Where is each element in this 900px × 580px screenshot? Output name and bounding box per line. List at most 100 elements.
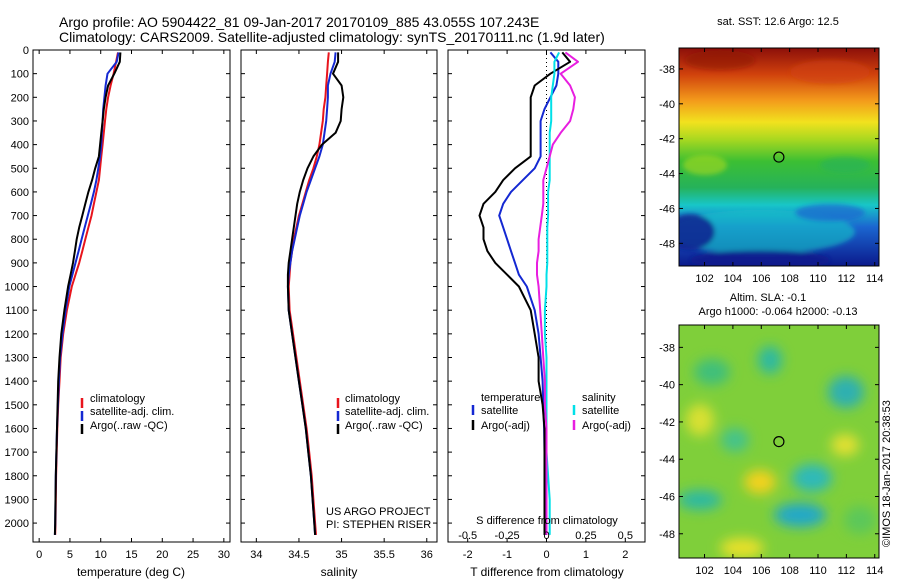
lon-tick-label: 106: [752, 273, 770, 285]
lat-tick-label: -46: [659, 203, 675, 215]
annotation-pi: PI: STEPHEN RISER: [326, 519, 431, 531]
difference-legend: temperature satellite Argo(-adj) salinit…: [471, 392, 631, 432]
credit-text: ©IMOS 18-Jan-2017 20:38:53: [881, 400, 893, 547]
series-line-temperature-satellite: [498, 51, 560, 535]
difference-series: [478, 51, 579, 535]
temperature-legend: climatology satellite-adj. clim. Argo(..…: [80, 393, 174, 434]
s-tick-label: 0.25: [575, 530, 596, 542]
lon-tick-label: 104: [724, 273, 742, 285]
sla-map-title-2: Argo h1000: -0.064 h2000: -0.13: [698, 306, 857, 318]
y-tick-label: 1700: [5, 447, 29, 459]
y-tick-label: 1100: [5, 305, 29, 317]
lat-tick-label: -48: [659, 238, 675, 250]
legend-label-t-satellite: satellite: [481, 405, 518, 417]
lon-tick-label: 102: [695, 273, 713, 285]
y-tick-label: 0: [23, 45, 29, 57]
sla-map-ticks: 102 104 106 108 110 112 114 -38 -40 -42 -44 -46 -48: [659, 325, 884, 577]
salinity-axes-frame: [240, 49, 438, 543]
y-tick-label: 1400: [5, 376, 29, 388]
temperature-axes-frame: [32, 49, 231, 543]
legend-title-temperature: temperature: [481, 392, 540, 404]
y-tick-label: 1200: [5, 329, 29, 341]
temperature-xlabel: temperature (deg C): [77, 565, 185, 579]
legend-label-argo: Argo(..raw -QC): [90, 420, 168, 432]
series-line-climatology: [54, 52, 119, 535]
legend-label-satellite: satellite-adj. clim.: [90, 406, 174, 418]
y-tick-label: 500: [11, 163, 29, 175]
sst-map-ticks: 102 104 106 108 110 112 114 -38 -40 -42 -44 -46 -48: [659, 48, 884, 285]
legend-label-climatology: climatology: [345, 393, 401, 405]
x-tick-label: -1: [502, 549, 512, 561]
sst-map-panel: sat. SST: 12.6 Argo: 12.5 102 104 106 108 11…: [659, 16, 883, 285]
lon-tick-label: 112: [838, 565, 856, 577]
y-tick-label: 1600: [5, 423, 29, 435]
s-tick-label: 0.5: [618, 530, 633, 542]
legend-label-argo: Argo(..raw -QC): [345, 420, 423, 432]
header-line-1: Argo profile: AO 5904422_81 09-Jan-2017 …: [59, 14, 539, 30]
lat-tick-label: -38: [659, 342, 675, 354]
sst-map-image: [679, 48, 879, 266]
lat-tick-label: -40: [659, 380, 675, 392]
difference-ticks: -2 -1 0 1 2: [448, 49, 645, 561]
y-tick-label: 1000: [5, 282, 29, 294]
lat-tick-label: -38: [659, 64, 675, 76]
y-tick-label: 700: [11, 211, 29, 223]
annotation-project: US ARGO PROJECT: [326, 506, 431, 518]
y-tick-label: 300: [11, 116, 29, 128]
sla-map-title-1: Altim. SLA: -0.1: [730, 292, 806, 304]
y-tick-label: 1900: [5, 494, 29, 506]
x-tick-label: 35: [335, 549, 347, 561]
y-tick-label: 400: [11, 140, 29, 152]
series-line-satellite-adj-clim: [286, 52, 337, 535]
x-tick-label: 0: [543, 549, 549, 561]
x-tick-label: 34.5: [288, 549, 309, 561]
series-line-argo-raw-qc: [53, 52, 122, 535]
t-difference-xlabel: T difference from climatology: [470, 565, 624, 579]
x-tick-label: 15: [125, 549, 137, 561]
salinity-ticks: 34 34.5 35 35.5 36: [241, 49, 437, 561]
lat-tick-label: -46: [659, 491, 675, 503]
sst-map-title: sat. SST: 12.6 Argo: 12.5: [717, 16, 839, 28]
legend-label-climatology: climatology: [90, 393, 146, 405]
y-tick-label: 200: [11, 92, 29, 104]
s-difference-ticks: -0.5 -0.25 0 0.25 0.5: [458, 530, 633, 542]
y-tick-label: 1500: [5, 400, 29, 412]
lon-tick-label: 114: [866, 273, 884, 285]
lat-tick-label: -42: [659, 134, 675, 146]
temperature-ticks: 0 100 200 300 400 500 600 700 800 900 1000 1100 1200…: [5, 45, 230, 561]
lon-tick-label: 102: [695, 565, 713, 577]
y-tick-label: 2000: [5, 518, 29, 530]
lat-tick-label: -44: [659, 454, 675, 466]
s-tick-label: 0: [543, 530, 549, 542]
lon-tick-label: 108: [780, 565, 798, 577]
s-tick-label: -0.5: [458, 530, 477, 542]
x-tick-label: -2: [463, 549, 473, 561]
lat-tick-label: -40: [659, 99, 675, 111]
lon-tick-label: 110: [809, 273, 827, 285]
temperature-series: [53, 52, 122, 535]
series-line-satellite-adj-clim: [53, 52, 120, 535]
lon-tick-label: 114: [866, 565, 884, 577]
x-tick-label: 1: [583, 549, 589, 561]
s-difference-label: S difference from climatology: [476, 515, 618, 527]
sst-map-frame: [678, 47, 880, 267]
argo-location-marker: [773, 435, 785, 448]
salinity-profile-panel: 34 34.5 35 35.5 36 salinity climatology sate…: [240, 49, 438, 579]
legend-label-satellite: satellite-adj. clim.: [345, 406, 429, 418]
temperature-profile-panel: 0 100 200 300 400 500 600 700 800 900 1000 1100 1200…: [5, 45, 231, 579]
y-tick-label: 900: [11, 258, 29, 270]
y-tick-label: 800: [11, 234, 29, 246]
y-tick-label: 600: [11, 187, 29, 199]
y-tick-label: 100: [11, 69, 29, 81]
y-tick-label: 1800: [5, 471, 29, 483]
x-tick-label: 0: [36, 549, 42, 561]
legend-title-salinity: salinity: [582, 392, 616, 404]
lon-tick-label: 108: [780, 273, 798, 285]
series-line-temperature-argo-adj: [478, 51, 572, 535]
legend-label-t-argo: Argo(-adj): [481, 420, 530, 432]
x-tick-label: 36: [421, 549, 433, 561]
lon-tick-label: 110: [809, 565, 827, 577]
legend-label-s-argo: Argo(-adj): [582, 420, 631, 432]
x-tick-label: 34: [250, 549, 262, 561]
